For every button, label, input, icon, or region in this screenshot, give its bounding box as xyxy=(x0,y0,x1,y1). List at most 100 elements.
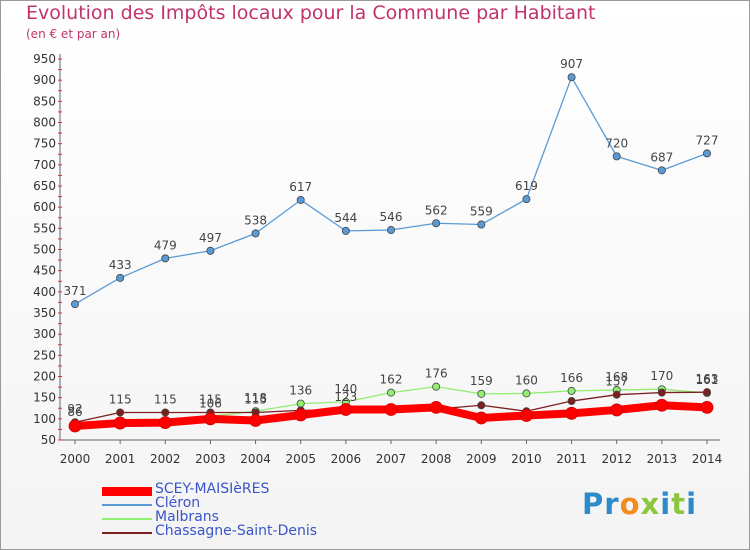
chart-subtitle: (en € et par an) xyxy=(26,27,121,41)
y-tick-label: 350 xyxy=(33,306,56,320)
y-tick-label: 850 xyxy=(33,94,56,108)
logo-letter: t xyxy=(671,487,687,521)
data-point xyxy=(384,403,398,416)
logo-letter: P xyxy=(582,487,605,521)
x-tick-label: 2002 xyxy=(150,452,181,466)
legend-swatch xyxy=(102,518,152,520)
proxiti-logo: Proxiti xyxy=(582,487,697,521)
data-label: 92 xyxy=(67,402,82,416)
data-point xyxy=(204,412,217,426)
data-label: 115 xyxy=(199,392,222,406)
x-tick-label: 2004 xyxy=(240,452,271,466)
legend-item: SCEY-MAISIèRES xyxy=(102,481,422,498)
data-point xyxy=(113,416,127,430)
data-point xyxy=(161,254,170,263)
data-point xyxy=(386,226,395,235)
y-tick-label: 300 xyxy=(33,327,56,341)
data-label: 115 xyxy=(154,392,177,406)
data-point xyxy=(703,149,712,158)
data-label: 176 xyxy=(425,367,448,381)
data-point xyxy=(474,411,488,425)
y-tick-label: 450 xyxy=(33,264,56,278)
data-label: 106 xyxy=(199,396,222,410)
data-label: 562 xyxy=(425,203,448,217)
legend-label: Chassagne-Saint-Denis xyxy=(155,523,318,539)
data-point xyxy=(339,403,353,416)
legend-label: Cléron xyxy=(155,495,201,511)
data-point xyxy=(567,73,576,82)
data-point xyxy=(612,152,621,161)
data-point xyxy=(432,219,441,228)
data-point xyxy=(520,409,533,422)
legend-swatch xyxy=(102,504,152,506)
data-label: 159 xyxy=(470,374,493,388)
data-point xyxy=(700,401,714,414)
data-label: 136 xyxy=(289,384,312,398)
x-tick-label: 2010 xyxy=(511,452,542,466)
y-tick-label: 650 xyxy=(33,179,56,193)
x-tick-label: 2005 xyxy=(285,452,316,466)
data-point xyxy=(657,388,666,397)
legend-item: Chassagne-Saint-Denis xyxy=(102,523,422,540)
data-label: 727 xyxy=(696,133,719,147)
data-point xyxy=(703,388,712,397)
x-tick-label: 2001 xyxy=(105,452,136,466)
data-label: 170 xyxy=(650,369,673,383)
series-line xyxy=(74,76,708,305)
data-label: 157 xyxy=(605,375,628,389)
data-label: 479 xyxy=(154,238,177,252)
data-point xyxy=(477,220,486,229)
y-tick-label: 750 xyxy=(33,137,56,151)
data-point xyxy=(477,389,486,398)
data-point xyxy=(432,382,441,391)
y-tick-label: 150 xyxy=(33,391,56,405)
data-label: 115 xyxy=(109,392,132,406)
y-tick-label: 400 xyxy=(33,285,56,299)
data-point xyxy=(296,399,305,408)
legend-item: Cléron xyxy=(102,495,422,512)
data-point xyxy=(522,195,531,204)
x-tick-label: 2007 xyxy=(376,452,407,466)
legend-swatch xyxy=(102,532,152,534)
data-point xyxy=(249,414,262,427)
data-point xyxy=(612,390,621,399)
legend-item: Malbrans xyxy=(102,509,422,526)
data-label: 140 xyxy=(334,382,357,396)
data-label: 617 xyxy=(289,180,312,194)
x-tick-label: 2014 xyxy=(692,452,723,466)
y-tick-label: 950 xyxy=(33,52,56,66)
y-tick-label: 200 xyxy=(33,370,56,384)
data-label: 118 xyxy=(244,391,267,405)
data-point xyxy=(657,166,666,175)
data-point xyxy=(116,273,125,282)
x-tick-label: 2011 xyxy=(556,452,587,466)
data-label: 371 xyxy=(64,284,87,298)
data-point xyxy=(567,386,576,395)
y-tick-label: 900 xyxy=(33,73,56,87)
data-label: 619 xyxy=(515,179,538,193)
data-label: 497 xyxy=(199,231,222,245)
legend-swatch xyxy=(102,486,152,496)
data-point xyxy=(341,226,350,235)
data-point xyxy=(655,398,669,412)
data-label: 168 xyxy=(605,370,628,384)
x-tick-label: 2012 xyxy=(601,452,632,466)
x-tick-label: 2008 xyxy=(421,452,452,466)
y-tick-label: 250 xyxy=(33,348,56,362)
y-tick-label: 800 xyxy=(33,116,56,130)
data-point xyxy=(522,389,531,398)
y-tick-label: 500 xyxy=(33,243,56,257)
data-label: 166 xyxy=(560,371,583,385)
data-label: 720 xyxy=(605,136,628,150)
data-point xyxy=(158,416,172,430)
legend-label: SCEY-MAISIèRES xyxy=(155,481,270,497)
y-tick-label: 100 xyxy=(33,412,56,426)
logo-letter: r xyxy=(604,487,620,521)
logo-letter: i xyxy=(686,487,698,521)
data-label: 559 xyxy=(470,205,493,219)
data-point xyxy=(296,195,305,204)
data-label: 433 xyxy=(109,258,132,272)
data-label: 161 xyxy=(696,373,719,387)
